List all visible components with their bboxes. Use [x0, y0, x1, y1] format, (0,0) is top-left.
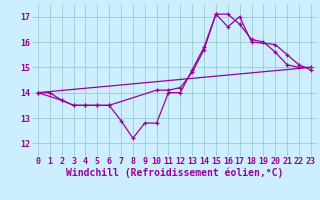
X-axis label: Windchill (Refroidissement éolien,°C): Windchill (Refroidissement éolien,°C): [66, 168, 283, 178]
